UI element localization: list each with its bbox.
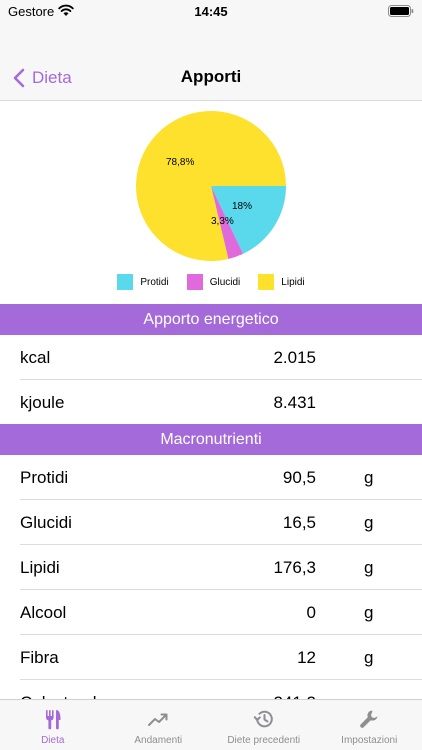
row-unit: g <box>364 468 374 487</box>
section-header-macronutrients: Macronutrienti <box>0 424 422 455</box>
row-separator <box>20 634 422 635</box>
row-label: kjoule <box>20 393 65 412</box>
pie-slice-glucidi <box>211 186 244 259</box>
slice-label-glucidi: 3,3% <box>211 216 234 227</box>
pie-slice-lipidi <box>136 111 286 262</box>
trend-chart-icon <box>148 713 168 726</box>
tab-dieta[interactable]: Dieta <box>0 700 106 750</box>
back-button-label: Dieta <box>32 68 72 87</box>
tab-bar: Dieta Andamenti Diete precedenti Imposta… <box>0 699 422 750</box>
row-separator <box>20 499 422 500</box>
row-label: Fibra <box>20 648 59 667</box>
clock: 14:45 <box>194 4 228 19</box>
table-row[interactable]: Glucidi 16,5 g <box>0 500 422 545</box>
table-row[interactable]: Lipidi 176,3 g <box>0 545 422 590</box>
wrench-icon <box>360 710 378 728</box>
row-value: 16,5 <box>282 513 316 532</box>
row-unit: g <box>364 558 374 577</box>
navigation-bar: Dieta Apporti <box>0 24 422 101</box>
tab-label: Diete precedenti <box>227 735 301 746</box>
legend-label: Lipidi <box>281 276 305 288</box>
row-separator <box>20 379 422 380</box>
slice-label-protidi: 18% <box>232 201 253 212</box>
table-row[interactable]: kcal 2.015 <box>0 335 422 380</box>
legend-item-glucidi: Glucidi <box>186 274 241 290</box>
battery-icon <box>388 5 414 17</box>
back-button[interactable]: Dieta <box>12 66 72 90</box>
row-value: 0 <box>306 603 316 622</box>
row-label: Lipidi <box>20 558 60 577</box>
legend-swatch-glucidi <box>186 274 203 290</box>
chart-legend: Protidi Glucidi Lipidi <box>0 274 422 290</box>
status-bar: Gestore 14:45 <box>0 0 422 24</box>
table-row[interactable]: Fibra 12 g <box>0 635 422 680</box>
macro-pie-chart: 18% 3,3% 78,8% Protidi Glucidi Lipidi <box>0 101 422 304</box>
row-value: 12 <box>297 648 316 667</box>
tab-label: Dieta <box>41 735 65 746</box>
row-label: Glucidi <box>20 513 72 532</box>
slice-label-lipidi: 78,8% <box>166 157 195 168</box>
legend-swatch-protidi <box>117 274 134 290</box>
row-separator <box>20 589 422 590</box>
tab-label: Impostazioni <box>341 735 398 746</box>
tab-label: Andamenti <box>134 735 183 746</box>
legend-item-lipidi: Lipidi <box>258 274 305 290</box>
wifi-icon <box>58 4 74 16</box>
page-title: Apporti <box>180 67 242 86</box>
legend-label: Glucidi <box>209 276 241 288</box>
pie-chart <box>136 111 286 262</box>
row-separator <box>20 544 422 545</box>
history-icon <box>253 710 273 728</box>
tab-andamenti[interactable]: Andamenti <box>106 700 212 750</box>
row-label: kcal <box>20 348 51 367</box>
row-value: 176,3 <box>273 558 316 577</box>
row-label: Alcool <box>20 603 67 622</box>
legend-swatch-lipidi <box>258 274 275 290</box>
row-value: 2.015 <box>273 348 316 367</box>
legend-label: Protidi <box>140 276 169 288</box>
legend-item-protidi: Protidi <box>117 274 169 290</box>
tab-diete-precedenti[interactable]: Diete precedenti <box>211 700 317 750</box>
table-row[interactable]: Alcool 0 g <box>0 590 422 635</box>
row-value: 8.431 <box>273 393 316 412</box>
row-unit: g <box>364 603 374 622</box>
row-value: 90,5 <box>282 468 316 487</box>
carrier-name: Gestore <box>8 4 55 19</box>
table-row[interactable]: kjoule 8.431 <box>0 380 422 425</box>
tab-impostazioni[interactable]: Impostazioni <box>317 700 422 750</box>
fork-knife-icon <box>45 710 61 730</box>
table-row[interactable]: Protidi 90,5 g <box>0 455 422 500</box>
row-separator <box>20 679 422 680</box>
chevron-left-icon <box>13 68 25 88</box>
pie-slice-protidi <box>211 186 286 254</box>
row-unit: g <box>364 648 374 667</box>
row-label: Protidi <box>20 468 69 487</box>
section-header-energy: Apporto energetico <box>0 304 422 335</box>
row-unit: g <box>364 513 374 532</box>
